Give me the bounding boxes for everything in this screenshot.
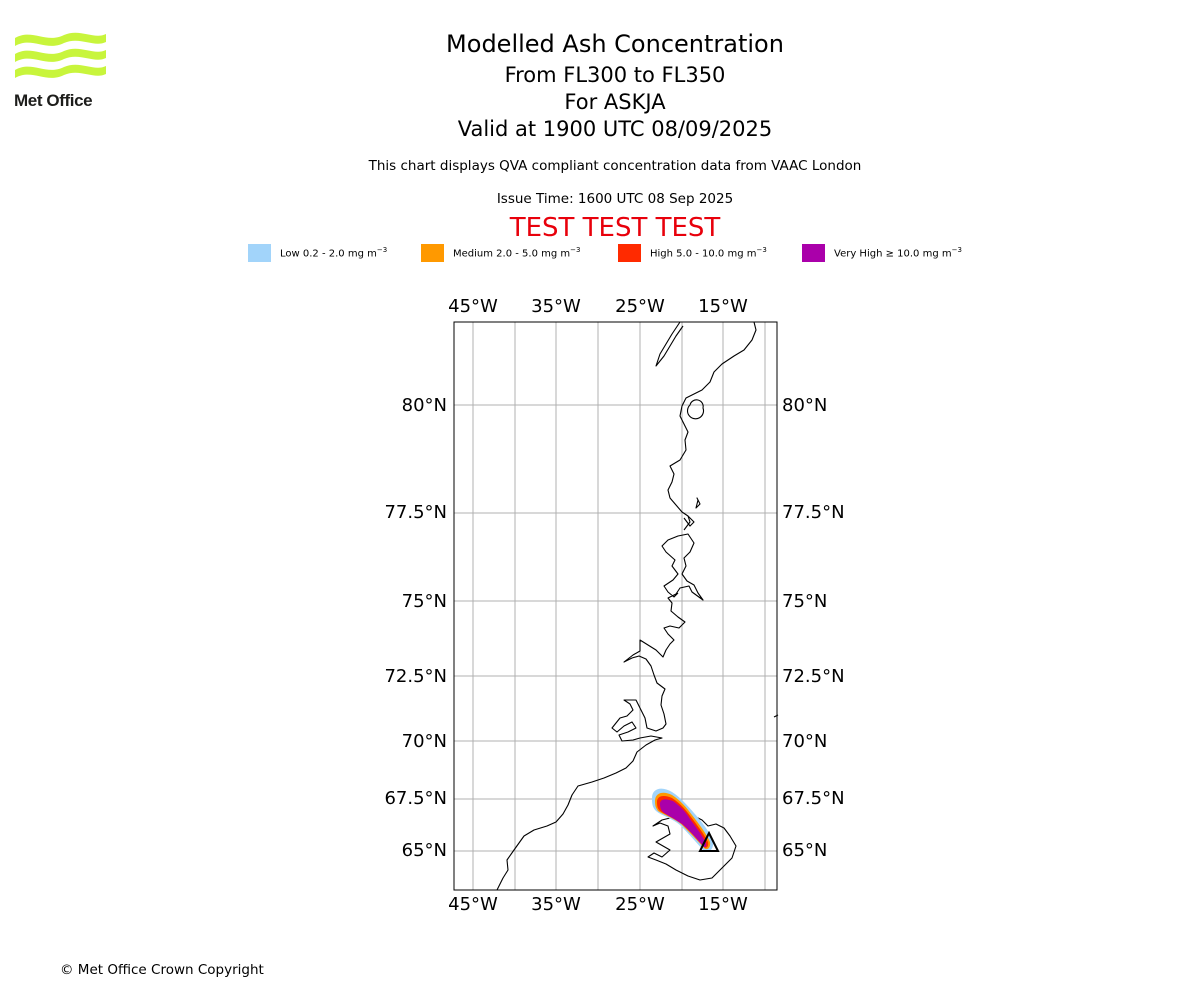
map-frame [453,321,778,891]
lat-label-right-77-5n: 77.5°N [782,502,845,523]
met-office-logo [14,30,110,112]
lat-label-left-75n: 75°N [402,591,447,612]
coastlines [496,321,779,891]
latitude-labels-left: 80°N 77.5°N 75°N 72.5°N 70°N 67.5°N 65°N [384,395,447,861]
lat-label-right-75n: 75°N [782,591,827,612]
lon-label-top-15w: 15°W [698,296,748,317]
legend-label-high: High 5.0 - 10.0 mg m−3 [650,246,767,260]
longitude-labels-bottom: 45°W 35°W 25°W 15°W [448,894,748,915]
ash-level-very-high [660,799,707,847]
flight-level-range: From FL300 to FL350 [504,63,726,87]
lat-label-left-80n: 80°N [402,395,447,416]
legend-label-low: Low 0.2 - 2.0 mg m−3 [280,246,388,260]
chart-subtitle: This chart displays QVA compliant concen… [368,158,862,174]
legend-item-medium: Medium 2.0 - 5.0 mg m−3 [421,244,580,262]
lat-label-right-80n: 80°N [782,395,827,416]
lat-label-left-65n: 65°N [402,840,447,861]
lon-label-bottom-15w: 15°W [698,894,748,915]
latitude-labels-right: 80°N 77.5°N 75°N 72.5°N 70°N 67.5°N 65°N [782,395,845,861]
legend-swatch-low [248,244,271,262]
map-gridlines [454,322,777,890]
lon-label-bottom-35w: 35°W [531,894,581,915]
copyright-notice: © Met Office Crown Copyright [60,962,264,978]
lon-label-bottom-45w: 45°W [448,894,498,915]
logo-wordmark: Met Office [14,91,93,110]
legend-item-very-high: Very High ≥ 10.0 mg m−3 [802,244,962,262]
lon-label-top-35w: 35°W [531,296,581,317]
legend-label-very-high: Very High ≥ 10.0 mg m−3 [834,246,962,260]
lon-label-top-25w: 25°W [615,296,665,317]
lat-label-right-67-5n: 67.5°N [782,788,845,809]
test-banner: TEST TEST TEST [509,213,721,243]
met-office-waves-icon [15,32,106,78]
legend-label-medium: Medium 2.0 - 5.0 mg m−3 [453,246,581,260]
volcano-triangle-icon [698,830,720,852]
lat-label-left-72-5n: 72.5°N [384,666,447,687]
lat-label-right-65n: 65°N [782,840,827,861]
lat-label-right-70n: 70°N [782,731,827,752]
lat-label-left-67-5n: 67.5°N [384,788,447,809]
legend-swatch-medium [421,244,444,262]
valid-time: Valid at 1900 UTC 08/09/2025 [457,117,773,141]
chart-title: Modelled Ash Concentration [446,30,784,58]
lat-label-left-77-5n: 77.5°N [384,502,447,523]
lat-label-right-72-5n: 72.5°N [782,666,845,687]
legend-swatch-high [618,244,641,262]
lon-label-bottom-25w: 25°W [615,894,665,915]
issue-time: Issue Time: 1600 UTC 08 Sep 2025 [496,191,734,207]
lat-label-left-70n: 70°N [402,731,447,752]
legend-item-high: High 5.0 - 10.0 mg m−3 [618,244,767,262]
lon-label-top-45w: 45°W [448,296,498,317]
volcano-name: For ASKJA [564,90,666,114]
legend-item-low: Low 0.2 - 2.0 mg m−3 [248,244,387,262]
longitude-labels-top: 45°W 35°W 25°W 15°W [448,296,748,317]
ash-plume [652,788,714,852]
legend-swatch-very-high [802,244,825,262]
